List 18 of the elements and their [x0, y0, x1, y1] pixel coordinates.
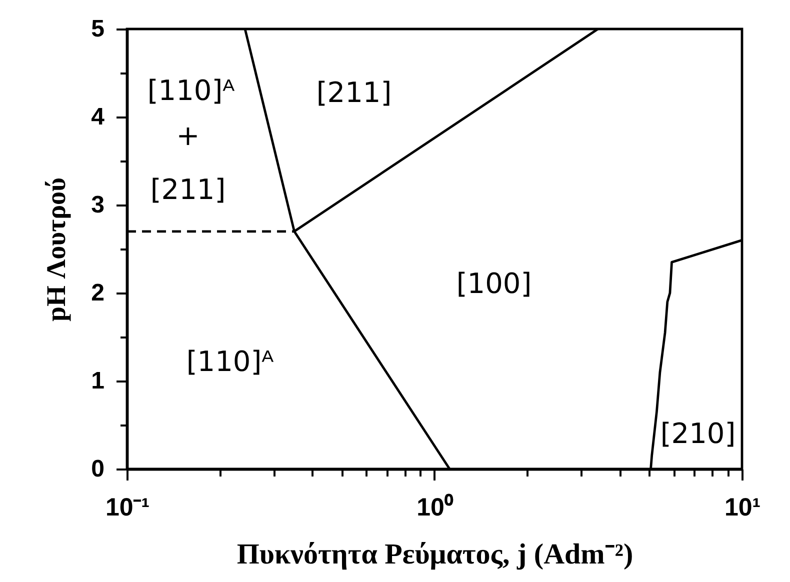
x-tick-label: 10⁻¹ — [105, 494, 150, 522]
x-tick-label: 10¹ — [724, 494, 761, 522]
annotation: [211] — [150, 173, 226, 206]
y-tick-label: 1 — [91, 368, 104, 394]
y-tick-label: 0 — [91, 456, 104, 482]
annotation: + — [176, 119, 200, 152]
y-tick-label: 2 — [91, 280, 104, 306]
x-tick-label: 10⁰ — [416, 494, 454, 522]
y-tick-label: 5 — [91, 16, 104, 42]
y-tick-label: 3 — [91, 192, 104, 218]
y-tick-label: 4 — [91, 104, 106, 130]
annotation: [210] — [660, 417, 736, 450]
annotation: [110]ᴬ — [186, 345, 274, 378]
annotation: [110]ᴬ — [147, 74, 235, 107]
annotation: [100] — [456, 267, 532, 300]
x-axis-title: Πυκνότητα Ρεύματος, j (Adm⁻²) — [236, 538, 634, 570]
y-axis-title: pH Λουτρού — [41, 177, 72, 322]
annotation: [211] — [316, 76, 392, 109]
